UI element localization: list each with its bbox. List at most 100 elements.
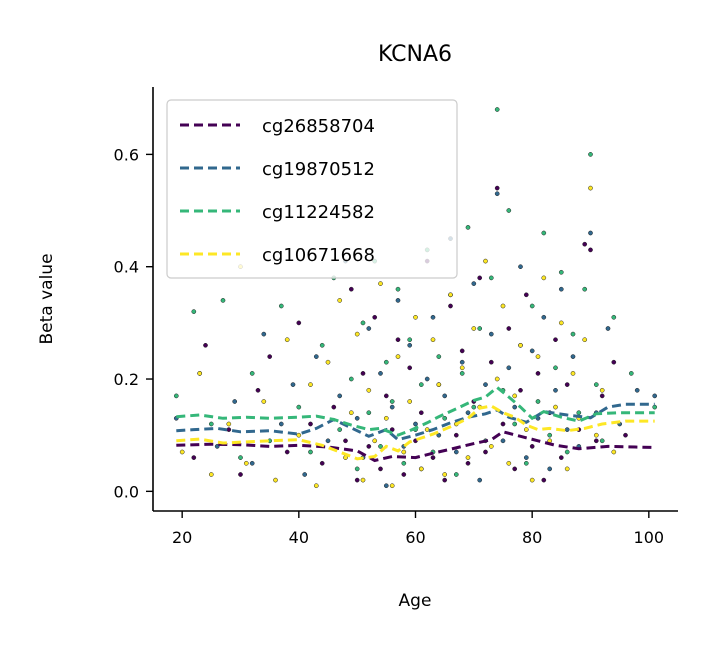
scatter-point <box>529 444 535 449</box>
scatter-point <box>459 348 465 354</box>
scatter-point <box>296 404 302 410</box>
scatter-layer <box>173 107 658 489</box>
scatter-point <box>512 421 518 427</box>
scatter-point <box>378 371 383 376</box>
series-trend-line <box>176 430 655 463</box>
scatter-point <box>506 326 512 331</box>
scatter-point <box>308 382 313 387</box>
scatter-point <box>471 404 477 410</box>
scatter-point <box>354 331 360 337</box>
x-tick-label: 80 <box>522 528 542 547</box>
scatter-point <box>232 399 238 404</box>
scatter-point <box>477 477 483 483</box>
scatter-point <box>383 359 389 365</box>
scatter-point <box>611 359 617 365</box>
scatter-point <box>547 432 553 438</box>
scatter-point <box>442 415 448 421</box>
scatter-point <box>226 427 232 432</box>
scatter-point <box>442 472 448 477</box>
scatter-point <box>488 444 494 449</box>
scatter-point <box>564 449 570 455</box>
scatter-point <box>284 449 290 455</box>
scatter-point <box>459 365 465 371</box>
y-tick-label: 0.2 <box>114 370 139 389</box>
scatter-point <box>208 472 214 477</box>
scatter-point <box>500 438 506 444</box>
y-tick-label: 0.4 <box>114 258 139 277</box>
scatter-point <box>634 387 640 393</box>
scatter-point <box>278 421 284 427</box>
scatter-point <box>588 247 593 253</box>
scatter-point <box>389 483 395 489</box>
scatter-point <box>535 399 541 404</box>
scatter-point <box>395 286 401 292</box>
x-tick-label: 40 <box>289 528 309 547</box>
scatter-point <box>424 376 430 382</box>
scatter-point <box>488 275 494 281</box>
scatter-point <box>582 241 588 247</box>
scatter-point <box>337 427 343 432</box>
scatter-point <box>366 410 372 416</box>
scatter-point <box>208 421 214 427</box>
scatter-point <box>488 359 494 365</box>
scatter-point <box>337 298 343 303</box>
legend: cg26858704 cg19870512 cg11224582 cg10671668 <box>166 99 458 279</box>
scatter-point <box>553 337 558 343</box>
scatter-point <box>570 331 576 337</box>
scatter-point <box>628 371 634 376</box>
scatter-point <box>494 107 500 112</box>
scatter-point <box>465 455 471 460</box>
scatter-point <box>506 460 512 466</box>
scatter-point <box>430 314 436 320</box>
scatter-point <box>354 415 360 421</box>
scatter-point <box>593 438 599 444</box>
scatter-point <box>518 264 523 270</box>
series-trend-line <box>176 385 655 437</box>
scatter-point <box>570 354 576 359</box>
scatter-point <box>477 275 483 281</box>
legend-box <box>166 99 458 279</box>
scatter-point <box>308 449 313 455</box>
scatter-point <box>395 298 401 303</box>
scatter-point <box>354 477 360 483</box>
scatter-point <box>453 472 459 477</box>
scatter-point <box>319 342 325 348</box>
scatter-point <box>436 432 442 438</box>
series-trend-line <box>176 402 655 442</box>
scatter-point <box>523 427 529 432</box>
scatter-point <box>173 393 179 399</box>
scatter-point <box>459 371 465 376</box>
scatter-point <box>512 404 518 410</box>
scatter-point <box>238 455 243 460</box>
scatter-point <box>348 286 354 292</box>
scatter-point <box>518 342 523 348</box>
scatter-point <box>407 337 413 343</box>
scatter-point <box>483 382 488 387</box>
scatter-point <box>523 455 529 460</box>
scatter-point <box>652 404 658 410</box>
scatter-point <box>325 438 331 444</box>
scatter-point <box>506 208 512 213</box>
scatter-point <box>564 427 570 432</box>
scatter-point <box>471 326 477 331</box>
scatter-point <box>541 230 547 236</box>
scatter-point <box>296 320 302 326</box>
scatter-point <box>564 382 570 387</box>
scatter-point <box>238 472 243 477</box>
scatter-point <box>535 354 541 359</box>
scatter-point <box>197 371 203 376</box>
y-axis-label: Beta value <box>37 253 57 344</box>
y-tick-label: 0.6 <box>114 145 139 164</box>
scatter-point <box>389 399 395 404</box>
scatter-point <box>523 292 529 298</box>
scatter-point <box>348 376 354 382</box>
scatter-point <box>360 371 366 376</box>
scatter-point <box>407 399 413 404</box>
scatter-point <box>558 455 564 460</box>
scatter-point <box>313 483 319 489</box>
trend-layer <box>176 385 655 463</box>
scatter-point <box>453 432 459 438</box>
scatter-point <box>278 303 284 309</box>
scatter-point <box>249 371 255 376</box>
